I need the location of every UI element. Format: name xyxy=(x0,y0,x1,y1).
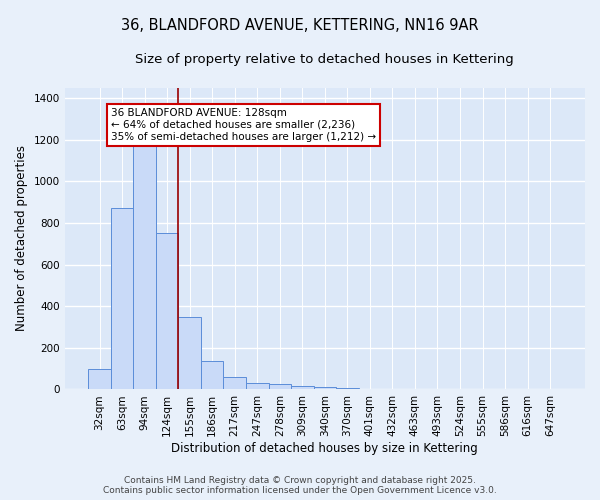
Bar xyxy=(291,386,314,390)
Bar xyxy=(201,362,223,390)
Title: Size of property relative to detached houses in Kettering: Size of property relative to detached ho… xyxy=(136,52,514,66)
Bar xyxy=(111,208,133,390)
Bar xyxy=(156,234,178,390)
Text: Contains HM Land Registry data © Crown copyright and database right 2025.
Contai: Contains HM Land Registry data © Crown c… xyxy=(103,476,497,495)
Bar xyxy=(223,377,246,390)
Bar xyxy=(133,127,156,390)
Y-axis label: Number of detached properties: Number of detached properties xyxy=(15,146,28,332)
Bar xyxy=(246,382,269,390)
X-axis label: Distribution of detached houses by size in Kettering: Distribution of detached houses by size … xyxy=(172,442,478,455)
Bar xyxy=(314,388,336,390)
Text: 36, BLANDFORD AVENUE, KETTERING, NN16 9AR: 36, BLANDFORD AVENUE, KETTERING, NN16 9A… xyxy=(121,18,479,32)
Bar xyxy=(178,316,201,390)
Bar xyxy=(88,368,111,390)
Bar xyxy=(336,388,359,390)
Bar xyxy=(269,384,291,390)
Text: 36 BLANDFORD AVENUE: 128sqm
← 64% of detached houses are smaller (2,236)
35% of : 36 BLANDFORD AVENUE: 128sqm ← 64% of det… xyxy=(111,108,376,142)
